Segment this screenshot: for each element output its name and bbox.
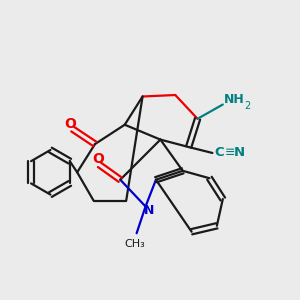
- Text: O: O: [64, 117, 76, 131]
- Text: CH₃: CH₃: [125, 239, 146, 249]
- Text: N: N: [234, 146, 245, 159]
- Text: O: O: [92, 152, 104, 166]
- Text: 2: 2: [244, 101, 250, 111]
- Text: C: C: [214, 146, 224, 159]
- Text: NH: NH: [224, 93, 245, 106]
- Text: ≡: ≡: [225, 146, 236, 159]
- Text: N: N: [144, 204, 154, 218]
